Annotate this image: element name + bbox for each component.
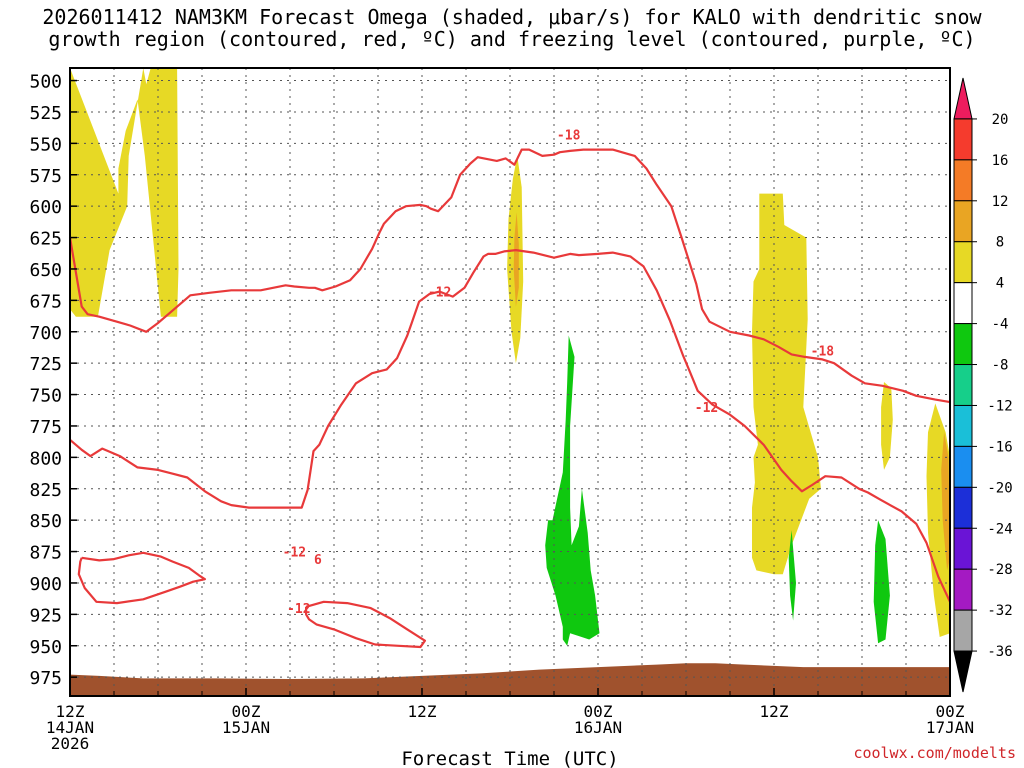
x-tick-label-36-1: 16JAN — [574, 718, 622, 737]
colorbar-swatch-2 — [953, 159, 973, 202]
colorbar-swatch-4 — [953, 241, 973, 284]
y-tick-label-700: 700 — [29, 323, 62, 344]
colorbar-swatch-9 — [953, 445, 973, 488]
x-tick-label-12-0: 00Z — [232, 702, 261, 721]
y-tick-label-675: 675 — [29, 291, 62, 312]
y-axis: 500 525 550 575 600 625 650 675 700 725 750 775 800 8… — [29, 72, 77, 689]
colorbar-label-1: 16 — [992, 153, 1009, 169]
colorbar-swatch-5 — [953, 282, 973, 325]
x-axis-label: Forecast Time (UTC) — [401, 748, 618, 768]
colorbar-label-3: 8 — [996, 235, 1004, 251]
omega-region-4 — [752, 193, 821, 575]
contour-layer — [68, 148, 951, 649]
x-tick-label-0-2: 2026 — [51, 734, 90, 753]
contour-line-3 — [77, 551, 206, 605]
colorbar-swatch-8 — [953, 404, 973, 447]
colorbar-top-triangle — [953, 77, 973, 120]
omega-region-8 — [545, 335, 600, 646]
x-tick-label-12-1: 15JAN — [222, 718, 270, 737]
omega-region-7 — [941, 432, 950, 571]
contour-label-1: -18 — [557, 129, 581, 144]
y-tick-label-925: 925 — [29, 605, 62, 626]
y-tick-label-600: 600 — [29, 197, 62, 218]
colorbar-label-10: -24 — [987, 521, 1012, 537]
y-tick-label-800: 800 — [29, 448, 62, 469]
colorbar-label-4: 4 — [996, 276, 1004, 292]
x-tick-label-24-0: 12Z — [408, 702, 437, 721]
y-tick-label-725: 725 — [29, 354, 62, 375]
y-tick-label-550: 550 — [29, 134, 62, 155]
contour-label-4: -12 — [695, 401, 718, 416]
y-tick-label-650: 650 — [29, 260, 62, 281]
x-tick-label-60-1: 17JAN — [926, 718, 974, 737]
y-tick-label-875: 875 — [29, 543, 62, 564]
y-tick-label-625: 625 — [29, 229, 62, 250]
y-tick-label-525: 525 — [29, 103, 62, 124]
colorbar-swatch-10 — [953, 486, 973, 529]
y-tick-label-775: 775 — [29, 417, 62, 438]
chart-title-line-2: growth region (contoured, red, ºC) and f… — [48, 27, 976, 51]
omega-region-1 — [70, 68, 179, 317]
colorbar-swatch-12 — [953, 568, 973, 611]
y-tick-label-750: 750 — [29, 386, 62, 407]
x-tick-label-36-0: 00Z — [584, 702, 613, 721]
contour-label-layer: -18 -12 -18 -12 -12 6 -12 — [283, 129, 835, 618]
colorbar-label-11: -28 — [987, 562, 1012, 578]
colorbar-swatch-13 — [953, 609, 973, 652]
colorbar-label-7: -12 — [987, 398, 1012, 414]
y-tick-label-825: 825 — [29, 480, 62, 501]
omega-shading-layer — [70, 68, 950, 646]
y-tick-label-950: 950 — [29, 637, 62, 658]
colorbar-label-0: 20 — [992, 112, 1009, 128]
contour-label-5: -12 — [283, 546, 306, 561]
x-tick-label-60-0: 00Z — [936, 702, 965, 721]
x-tick-label-0-0: 12Z — [56, 702, 85, 721]
colorbar-label-6: -8 — [992, 358, 1009, 374]
colorbar-swatch-11 — [953, 527, 973, 570]
contour-label-7: -12 — [287, 602, 310, 617]
credit-text: coolwx.com/modelts — [853, 744, 1016, 762]
colorbar-label-5: -4 — [992, 317, 1009, 333]
contour-label-2: -12 — [428, 286, 451, 301]
x-tick-label-0-1: 14JAN — [46, 718, 94, 737]
colorbar: 20 16 12 8 4 -4 -8 -12 -16 -20 -24 -28 -32 -36 — [953, 77, 1013, 693]
contour-line-1 — [68, 148, 951, 404]
colorbar-label-9: -20 — [987, 480, 1012, 496]
colorbar-label-8: -16 — [987, 439, 1012, 455]
colorbar-label-12: -32 — [987, 603, 1012, 619]
contour-label-6: 6 — [314, 553, 322, 568]
omega-region-5 — [881, 382, 893, 470]
contour-label-3: -18 — [811, 345, 835, 360]
colorbar-swatch-1 — [953, 118, 973, 161]
omega-region-9 — [788, 530, 796, 621]
contour-line-2 — [69, 249, 951, 603]
omega-region-10 — [873, 520, 890, 644]
colorbar-swatch-3 — [953, 200, 973, 243]
y-tick-label-850: 850 — [29, 511, 62, 532]
omega-region-3 — [513, 212, 519, 307]
y-tick-label-900: 900 — [29, 574, 62, 595]
colorbar-label-13: -36 — [987, 644, 1012, 660]
x-tick-label-48-0: 12Z — [760, 702, 789, 721]
colorbar-bottom-triangle — [953, 650, 973, 693]
colorbar-swatch-6 — [953, 323, 973, 366]
y-tick-label-500: 500 — [29, 72, 62, 93]
contour-line-4 — [305, 600, 426, 649]
colorbar-swatch-7 — [953, 364, 973, 406]
y-tick-label-575: 575 — [29, 166, 62, 187]
chart-title: 2026011412 NAM3KM Forecast Omega (shaded… — [0, 6, 1024, 50]
colorbar-label-2: 12 — [992, 194, 1009, 210]
chart-title-line-1: 2026011412 NAM3KM Forecast Omega (shaded… — [42, 5, 982, 29]
y-tick-label-975: 975 — [29, 668, 62, 689]
